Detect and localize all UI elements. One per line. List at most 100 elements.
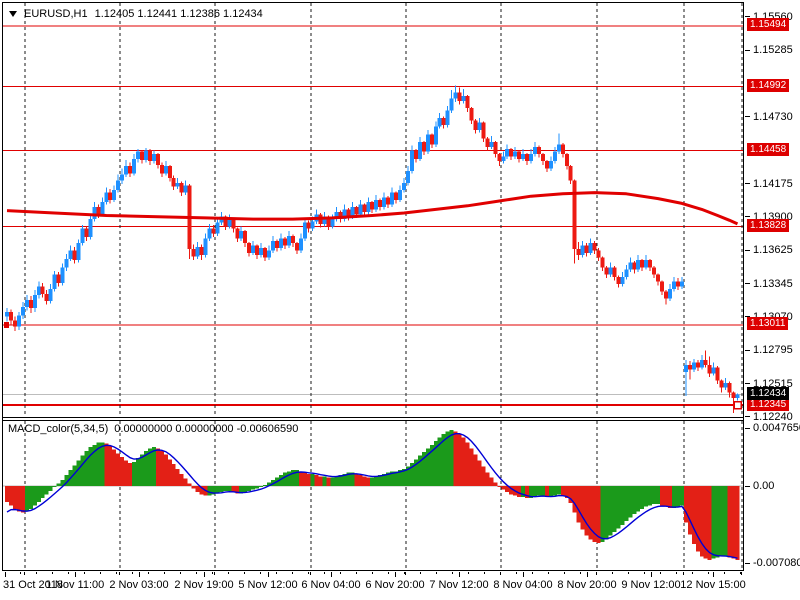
candle-bull[interactable] <box>691 362 696 370</box>
candle-bear[interactable] <box>370 202 375 210</box>
candle-bear[interactable] <box>707 364 712 374</box>
candle-bull[interactable] <box>398 190 403 200</box>
candle-bull[interactable] <box>183 185 188 193</box>
candle-bear[interactable] <box>517 151 522 159</box>
candle-bear[interactable] <box>191 249 196 257</box>
candle-bull[interactable] <box>608 267 613 275</box>
candle-bear[interactable] <box>572 180 577 250</box>
candle-bear[interactable] <box>465 96 470 109</box>
candle-bull[interactable] <box>92 207 97 220</box>
candle-bull[interactable] <box>402 182 406 191</box>
candle-bear[interactable] <box>616 276 621 285</box>
candle-bull[interactable] <box>334 211 339 220</box>
candle-bear[interactable] <box>429 134 434 145</box>
candle-bear[interactable] <box>8 311 13 321</box>
candle-bull[interactable] <box>588 243 593 253</box>
candle-bull[interactable] <box>207 228 212 239</box>
candle-bull[interactable] <box>100 202 105 215</box>
candle-bear[interactable] <box>44 293 49 301</box>
candle-bear[interactable] <box>235 228 240 239</box>
candle-bear[interactable] <box>139 151 144 161</box>
candle-bull[interactable] <box>286 235 291 246</box>
candle-bull[interactable] <box>417 141 422 159</box>
candle-bull[interactable] <box>259 247 264 256</box>
candle-bull[interactable] <box>239 231 244 239</box>
price-panel[interactable]: EURUSD,H1 1.12405 1.12441 1.12386 1.1243… <box>3 3 743 417</box>
candle-bear[interactable] <box>632 262 637 270</box>
candle-bull[interactable] <box>330 219 335 227</box>
candle-bull[interactable] <box>64 258 69 268</box>
candle-bear[interactable] <box>664 291 669 299</box>
candle-bull[interactable] <box>445 110 450 126</box>
candle-bull[interactable] <box>136 151 141 159</box>
candle-bull[interactable] <box>116 180 121 191</box>
candle-bull[interactable] <box>24 299 29 308</box>
candle-bear[interactable] <box>481 122 486 139</box>
candle-bear[interactable] <box>167 166 172 179</box>
candle-bull[interactable] <box>501 156 506 162</box>
candle-bear[interactable] <box>72 250 77 261</box>
level-left-marker[interactable] <box>4 321 9 328</box>
candle-bull[interactable] <box>132 158 137 174</box>
candle-bull[interactable] <box>76 243 81 261</box>
candle-bear[interactable] <box>147 150 152 162</box>
candle-bear[interactable] <box>596 250 601 258</box>
candle-bull[interactable] <box>195 246 200 257</box>
candle-bull[interactable] <box>350 207 355 217</box>
candle-bear[interactable] <box>290 235 295 244</box>
candle-bear[interactable] <box>12 320 17 327</box>
candle-bull[interactable] <box>310 221 315 229</box>
candle-bull[interactable] <box>124 166 129 175</box>
candle-bull[interactable] <box>505 149 510 157</box>
candle-bear[interactable] <box>457 92 462 101</box>
candle-bear[interactable] <box>108 192 113 200</box>
candle-bull[interactable] <box>667 288 672 299</box>
candle-bull[interactable] <box>298 238 303 251</box>
candle-bear[interactable] <box>155 154 160 165</box>
candle-bull[interactable] <box>628 262 633 270</box>
candle-bull[interactable] <box>203 238 208 256</box>
candle-bull[interactable] <box>624 269 629 277</box>
candle-bull[interactable] <box>620 276 625 285</box>
candle-bear[interactable] <box>469 108 474 121</box>
candle-bear[interactable] <box>485 138 490 147</box>
candle-bear[interactable] <box>243 231 248 244</box>
candle-bear[interactable] <box>378 199 383 208</box>
candle-bear[interactable] <box>306 222 311 229</box>
candle-bull[interactable] <box>104 192 109 203</box>
candle-bull[interactable] <box>409 150 414 171</box>
price-plot[interactable] <box>3 3 743 417</box>
candle-bear[interactable] <box>84 228 89 238</box>
candle-bull[interactable] <box>60 267 65 283</box>
candle-bear[interactable] <box>640 260 645 268</box>
candle-bull[interactable] <box>390 192 395 205</box>
candle-bull[interactable] <box>735 394 740 398</box>
candle-bull[interactable] <box>48 288 53 301</box>
candle-bull[interactable] <box>366 202 371 212</box>
candle-bear[interactable] <box>576 249 581 256</box>
candle-bear[interactable] <box>600 257 605 268</box>
candle-bear[interactable] <box>346 209 351 217</box>
candle-bull[interactable] <box>636 260 641 270</box>
candle-bull[interactable] <box>580 245 585 256</box>
candle-bull[interactable] <box>36 286 41 295</box>
candle-bull[interactable] <box>437 117 442 127</box>
candle-bull[interactable] <box>267 250 272 258</box>
candle-bear[interactable] <box>40 286 45 294</box>
candle-bull[interactable] <box>175 182 180 187</box>
candle-bear[interactable] <box>564 154 569 167</box>
candle-bear[interactable] <box>715 367 720 381</box>
candle-bull[interactable] <box>278 238 283 248</box>
candle-bull[interactable] <box>699 360 704 368</box>
candle-bull[interactable] <box>163 166 168 174</box>
candle-bear[interactable] <box>656 274 661 282</box>
candle-bear[interactable] <box>159 164 164 174</box>
candle-bull[interactable] <box>358 204 363 215</box>
candle-bear[interactable] <box>247 243 252 253</box>
candle-bull[interactable] <box>52 274 57 289</box>
candle-bear[interactable] <box>497 154 502 162</box>
candle-bull[interactable] <box>552 151 557 162</box>
candle-bull[interactable] <box>449 98 454 111</box>
candle-bear[interactable] <box>394 192 399 200</box>
candle-bull[interactable] <box>151 154 156 162</box>
